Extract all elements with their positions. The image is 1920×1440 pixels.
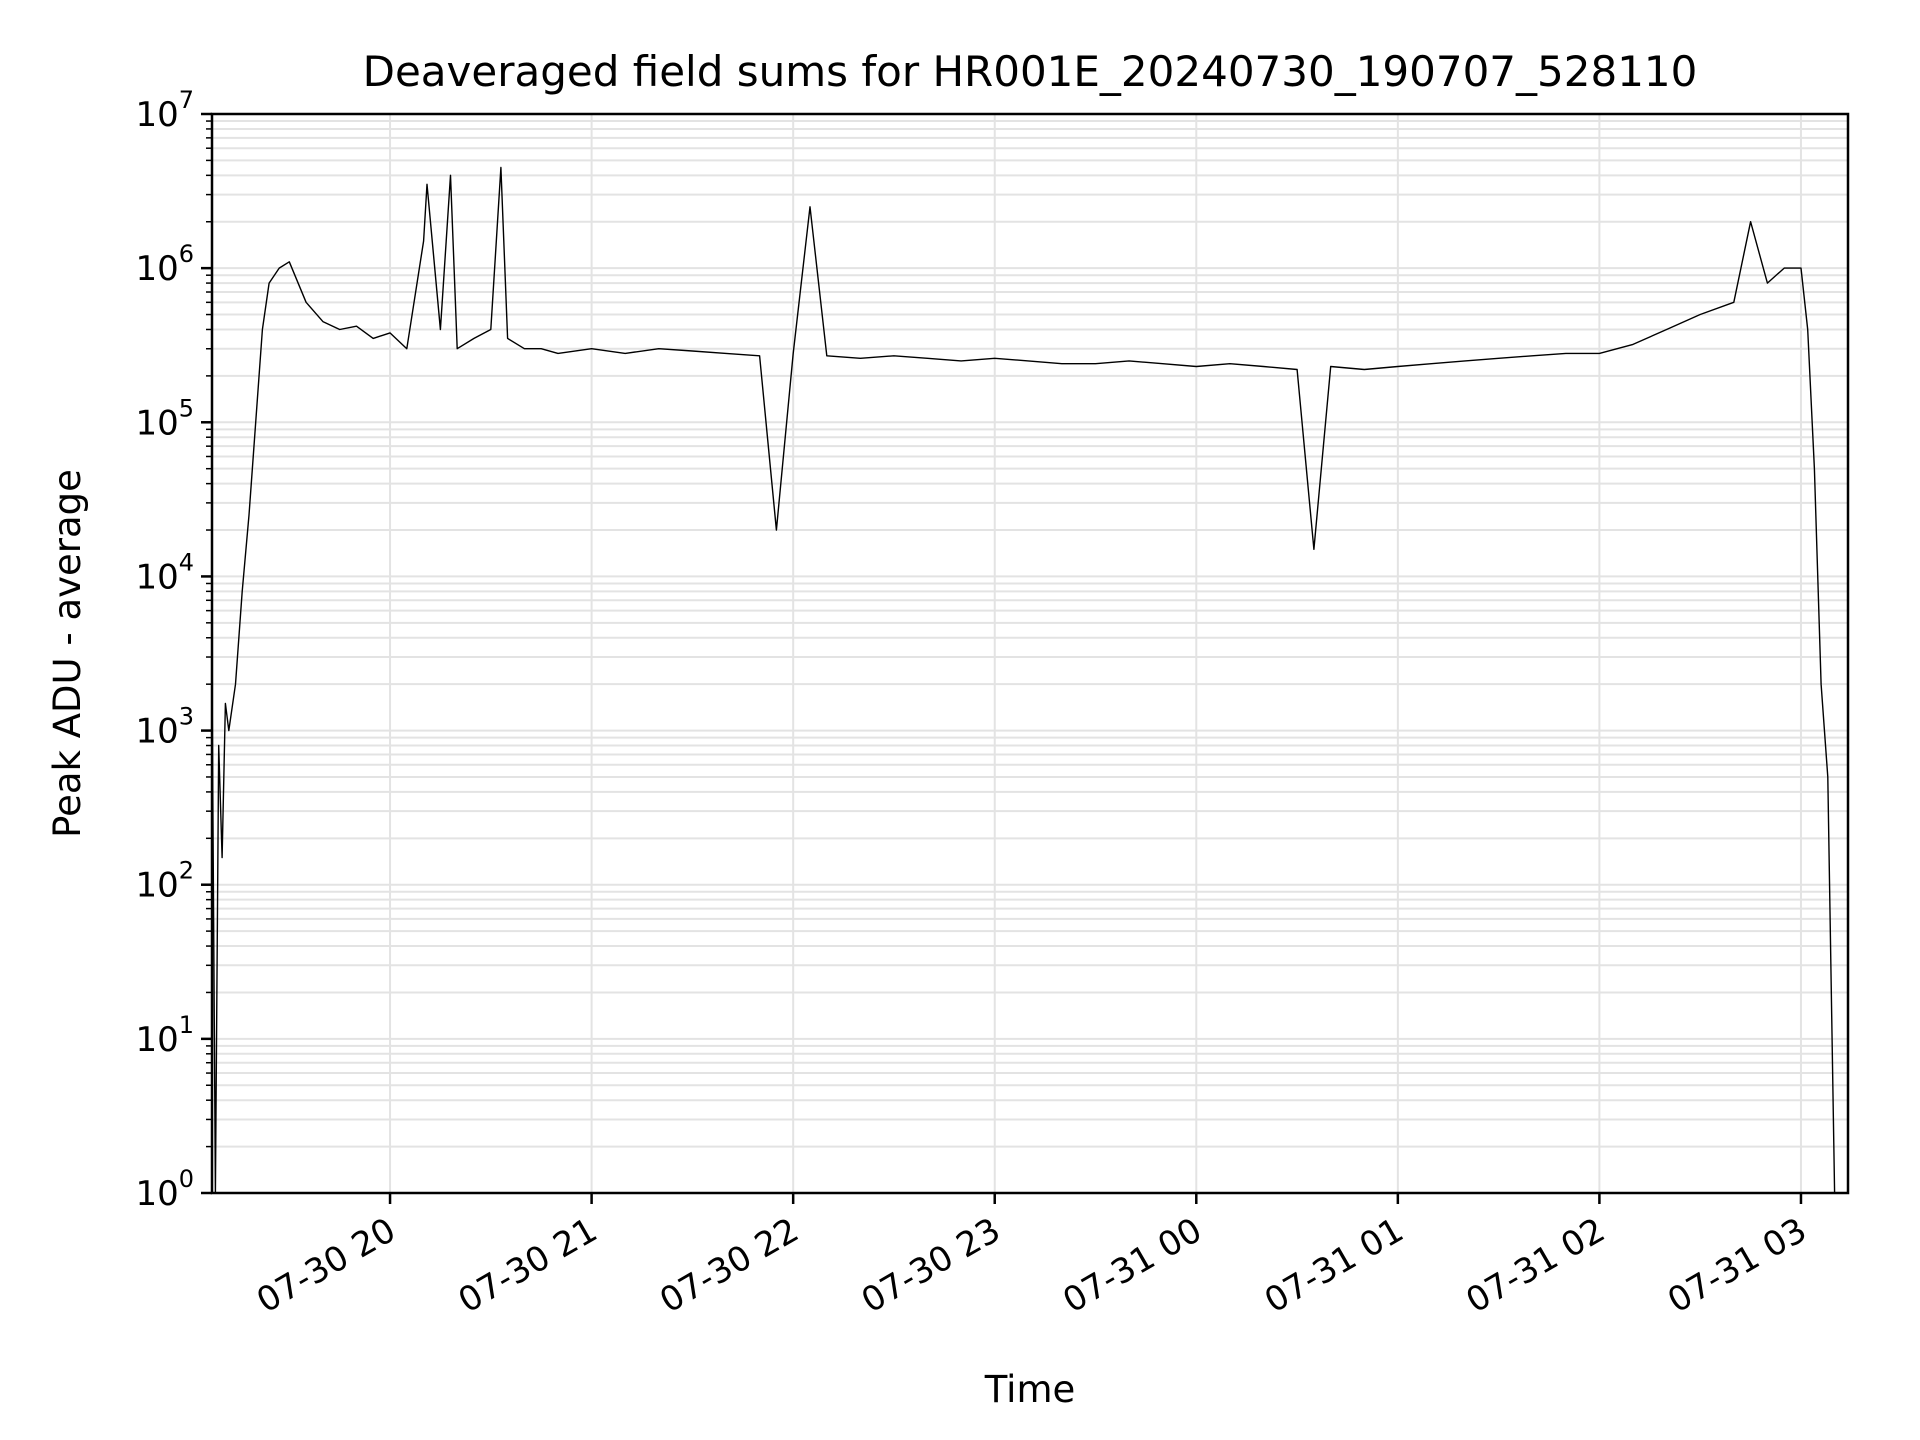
y-tick-label: 100 <box>135 1165 194 1214</box>
y-tick-label: 103 <box>135 703 194 752</box>
chart-title: Deaveraged field sums for HR001E_2024073… <box>363 47 1698 96</box>
y-tick-exponent: 4 <box>179 548 194 576</box>
series-line <box>211 166 1845 1194</box>
y-tick-exponent: 7 <box>179 86 194 114</box>
grid <box>212 113 1848 1194</box>
y-tick-exponent: 5 <box>179 394 194 422</box>
y-tick-base: 10 <box>135 1020 178 1060</box>
y-tick-base: 10 <box>135 866 178 906</box>
y-tick-label: 104 <box>135 548 194 597</box>
y-tick-base: 10 <box>135 557 178 597</box>
series-layer <box>211 166 1845 1194</box>
y-tick-exponent: 1 <box>179 1011 194 1039</box>
y-tick-base: 10 <box>135 249 178 289</box>
y-tick-label: 105 <box>135 394 194 443</box>
y-tick-label: 102 <box>135 857 194 906</box>
y-tick-base: 10 <box>135 1174 178 1214</box>
y-tick-exponent: 6 <box>179 240 194 268</box>
y-tick-label: 106 <box>135 240 194 289</box>
y-tick-base: 10 <box>135 403 178 443</box>
plot-frame <box>210 112 1850 1195</box>
y-tick-label: 107 <box>135 86 194 135</box>
y-tick-exponent: 3 <box>179 703 194 731</box>
y-axis-label: Peak ADU - average <box>46 469 89 838</box>
y-tick-exponent: 0 <box>179 1165 194 1193</box>
x-axis-label: Time <box>984 1368 1076 1411</box>
y-tick-label: 101 <box>135 1011 194 1060</box>
y-tick-exponent: 2 <box>179 857 194 885</box>
y-tick-base: 10 <box>135 95 178 135</box>
y-tick-base: 10 <box>135 712 178 752</box>
